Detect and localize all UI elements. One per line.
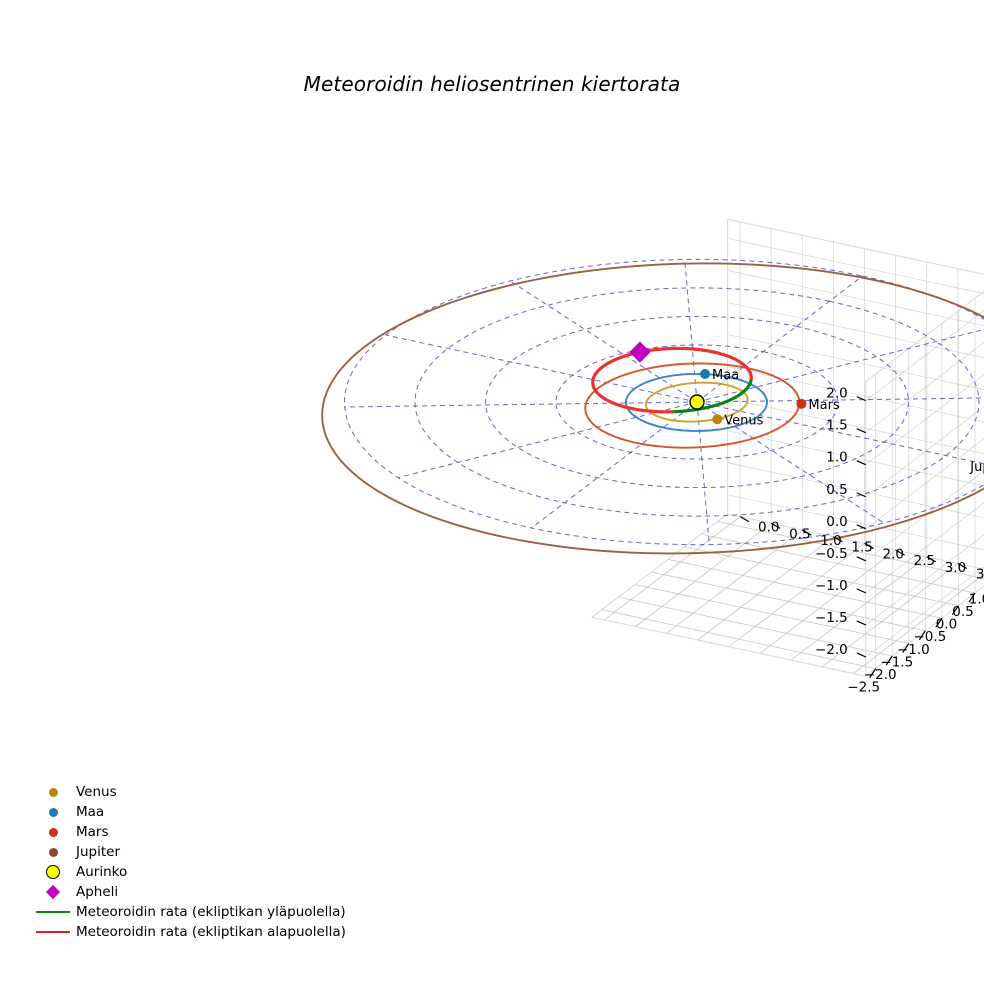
tick-right-6: 3.0 [945,560,966,576]
aphelion-marker [629,341,651,363]
tick-left-6: −1.0 [815,578,848,594]
legend-label: Jupiter [76,844,121,860]
tick-bottom-4: −0.5 [914,629,947,645]
axis-ticks: 2.01.51.00.50.0−0.5−1.0−1.5−2.0−2.5−2.0−… [739,386,984,696]
circle-icon [30,787,76,797]
legend-item-venus[interactable]: Venus [30,782,346,802]
tick-bottom-6: 0.5 [952,604,973,620]
sun-marker [689,394,705,410]
circle-icon [30,847,76,857]
tick-right-0: 0.0 [758,520,779,536]
legend-label: Mars [76,824,109,840]
tick-left-1: 1.5 [826,418,847,434]
tick-bottom-5: 0.0 [936,617,957,633]
label-mars: Mars [808,398,840,413]
sun-icon [30,865,76,879]
tick-right-3: 1.5 [851,540,872,556]
legend-label: Meteoroidin rata (ekliptikan yläpuolella… [76,904,346,920]
label-jupiter: Jupiter [969,460,984,475]
legend-item-jupiter[interactable]: Jupiter [30,842,346,862]
legend-item-meteoroidin-rata-ekliptikan-alapuolella[interactable]: Meteoroidin rata (ekliptikan alapuolella… [30,922,346,942]
meteoroid-below-ecliptic [591,346,753,414]
diamond-icon [30,884,76,900]
tick-bottom-0: −2.5 [847,680,880,696]
tick-right-7: 3.5 [976,567,984,583]
tick-left-2: 1.0 [826,450,847,466]
tick-right-4: 2.0 [883,546,904,562]
tick-left-5: −0.5 [815,546,848,562]
legend-label: Aurinko [76,864,128,880]
circle-icon [30,807,76,817]
tick-right-5: 2.5 [914,553,935,569]
legend: Venus Maa Mars Jupiter Aurinko Apheli Meteoroi… [30,782,346,942]
planet-markers: Jupiter Mars Venus Maa [689,368,984,475]
orbit-mars [584,362,801,449]
tick-bottom-1: −2.0 [864,667,897,683]
tick-right-1: 0.5 [789,526,810,542]
orbit-venus [644,381,749,423]
tick-right-2: 1.0 [820,533,841,549]
ecliptic-polar-grid [343,258,984,546]
legend-item-apheli[interactable]: Apheli [30,882,346,902]
line-icon [30,931,76,933]
legend-label: Maa [76,804,105,820]
line-icon [30,911,76,913]
marker-mars [796,398,807,409]
marker-venus [712,414,723,425]
legend-item-aurinko[interactable]: Aurinko [30,862,346,882]
tick-bottom-3: −1.0 [897,642,930,658]
marker-maa [700,369,711,380]
orbit-jupiter [321,262,984,555]
axes-panes [591,218,984,677]
label-maa: Maa [712,368,739,383]
tick-left-8: −2.0 [815,642,848,658]
label-venus: Venus [724,413,763,428]
tick-left-4: 0.0 [826,514,847,530]
page-title: Meteoroidin heliosentrinen kiertorata [303,72,681,96]
tick-left-0: 2.0 [826,386,847,402]
circle-icon [30,827,76,837]
orbit-maa [624,372,768,432]
legend-item-maa[interactable]: Maa [30,802,346,822]
legend-item-meteoroidin-rata-ekliptikan-yl-puolella[interactable]: Meteoroidin rata (ekliptikan yläpuolella… [30,902,346,922]
legend-item-mars[interactable]: Mars [30,822,346,842]
legend-label: Apheli [76,884,119,900]
tick-left-3: 0.5 [826,482,847,498]
legend-label: Venus [76,784,117,800]
meteoroid-above-ecliptic [702,379,753,410]
planet-orbits [321,262,984,555]
tick-left-7: −1.5 [815,610,848,626]
tick-bottom-2: −1.5 [880,654,913,670]
tick-bottom-7: 1.0 [969,591,984,607]
legend-label: Meteoroidin rata (ekliptikan alapuolella… [76,924,346,940]
